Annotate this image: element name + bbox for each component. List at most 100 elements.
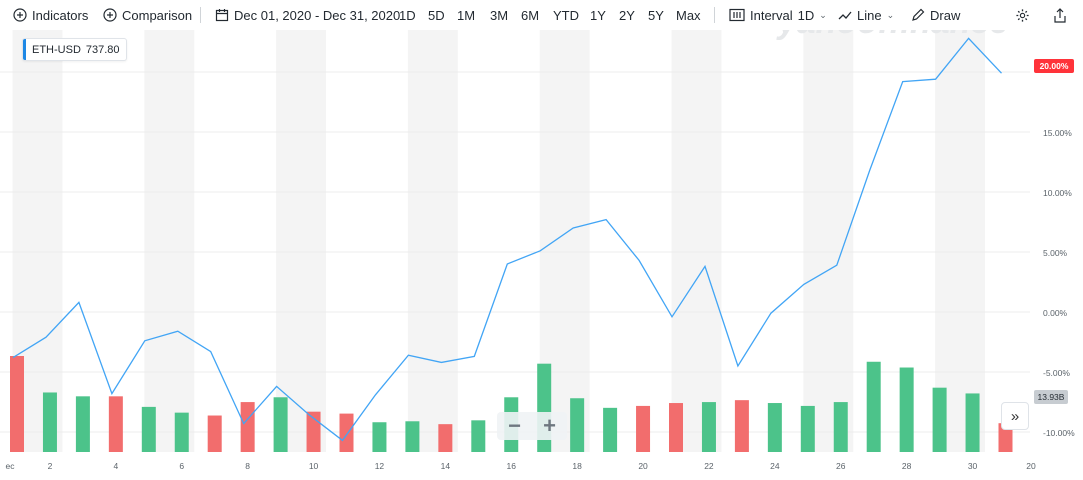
x-tick-label: ec [6,461,16,471]
chevron-down-icon: ⌄ [886,9,895,20]
x-tick-label: 26 [836,461,846,471]
x-tick-label: 24 [770,461,780,471]
interval-value: 1D [797,7,815,23]
x-tick-label: 12 [375,461,385,471]
yahoo-finance-watermark: yahoo!finance [776,30,1008,41]
plus-circle-icon [13,8,27,22]
volume-bar [734,400,749,452]
range-max[interactable]: Max [676,7,701,23]
x-tick-label: 22 [704,461,714,471]
time-band [276,30,327,452]
volume-bar [306,411,321,452]
range-3m[interactable]: 3M [490,7,509,23]
zoom-in-button[interactable]: + [543,413,556,438]
volume-bar [866,361,881,452]
share-button[interactable] [1053,7,1067,23]
x-tick-label: 18 [572,461,582,471]
comparison-button[interactable]: Comparison [103,8,192,23]
volume-bar [800,405,815,452]
range-2y[interactable]: 2Y [619,7,635,23]
range-6m[interactable]: 6M [521,7,540,23]
chart-type-label: Line [857,7,882,23]
range-1y[interactable]: 1Y [590,7,606,23]
zoom-out-button[interactable]: − [508,413,521,438]
volume-bar [767,403,782,452]
symbol-legend[interactable]: ETH-USD 737.80 [22,38,127,61]
x-tick-label: 30 [968,461,978,471]
settings-button[interactable] [1015,8,1030,23]
volume-bar [75,396,90,452]
draw-label: Draw [930,7,961,23]
legend-price: 737.80 [85,43,120,56]
x-tick-label: 8 [245,461,250,471]
range-5y[interactable]: 5Y [648,7,664,23]
volume-bar [701,402,716,452]
x-tick-label: 2 [48,461,53,471]
chart-type-selector[interactable]: Line ⌄ [838,8,894,23]
y-tick-label: 0.00% [1043,308,1068,318]
x-tick-label: 6 [179,461,184,471]
chevron-down-icon: ⌄ [819,9,827,20]
zoom-controls: − + [497,412,567,440]
indicators-label: Indicators [32,7,89,23]
volume-bar [273,397,288,452]
volume-bar [603,407,618,452]
volume-bar [932,387,947,452]
y-tick-label: -5.00% [1043,368,1070,378]
volume-tag-bg [1034,390,1068,404]
range-1m[interactable]: 1M [457,7,476,23]
current-value-tag: 20.00% [1040,61,1069,71]
toolbar-divider [200,7,201,23]
volume-tag: 13.93B [1038,392,1065,402]
draw-button[interactable]: Draw [911,8,960,23]
date-range-label: Dec 01, 2020 - Dec 31, 2020 [234,7,401,23]
interval-selector[interactable]: Interval 1D ⌄ [729,8,827,23]
toolbar-divider [714,7,715,23]
volume-bar [42,392,57,452]
volume-bar [965,393,980,452]
indicators-button[interactable]: Indicators [13,8,88,23]
volume-bar [833,402,848,452]
double-chevron-right-icon: » [1010,407,1020,425]
volume-bar [669,403,683,452]
y-tick-label: -10.00% [1043,428,1075,438]
gear-icon [1016,8,1029,22]
volume-bar [899,367,914,452]
series-color-swatch [23,39,26,60]
current-value-tag-bg [1034,59,1074,73]
expand-button[interactable]: » [1001,402,1029,430]
pencil-icon [912,8,925,21]
volume-bar [471,420,486,452]
price-chart[interactable]: yahoo!finance 15.00% 10.00% 5.00% 0.00% -5.0… [0,30,1083,480]
x-tick-label: 20 [1026,461,1036,471]
candlestick-icon [729,8,745,22]
chart-toolbar: Indicators Comparison Dec 01, 2020 - Dec… [0,0,1083,30]
volume-bar [405,421,420,452]
volume-bar [372,422,387,452]
date-range-button[interactable]: Dec 01, 2020 - Dec 31, 2020 [215,8,400,23]
calendar-icon [215,9,229,22]
time-band [144,30,195,452]
interval-label: Interval [750,7,793,23]
y-tick-label: 5.00% [1043,248,1068,258]
x-tick-label: 4 [113,461,118,471]
range-ytd[interactable]: YTD [553,7,579,23]
line-chart-icon [838,11,852,20]
volume-bar [339,413,354,452]
x-tick-label: 16 [507,461,517,471]
range-1d[interactable]: 1D [399,7,416,23]
volume-bar [174,412,189,452]
volume-bar [207,415,222,452]
volume-bar [636,405,651,452]
volume-bar [438,424,453,452]
time-band [935,30,986,452]
legend-symbol: ETH-USD [32,43,81,56]
comparison-label: Comparison [122,7,193,23]
range-5d[interactable]: 5D [428,7,445,23]
y-tick-label: 15.00% [1043,128,1072,138]
x-tick-label: 28 [902,461,912,471]
time-band [407,30,458,452]
x-tick-label: 10 [309,461,319,471]
x-tick-label: 20 [638,461,648,471]
plus-circle-icon [103,8,117,22]
